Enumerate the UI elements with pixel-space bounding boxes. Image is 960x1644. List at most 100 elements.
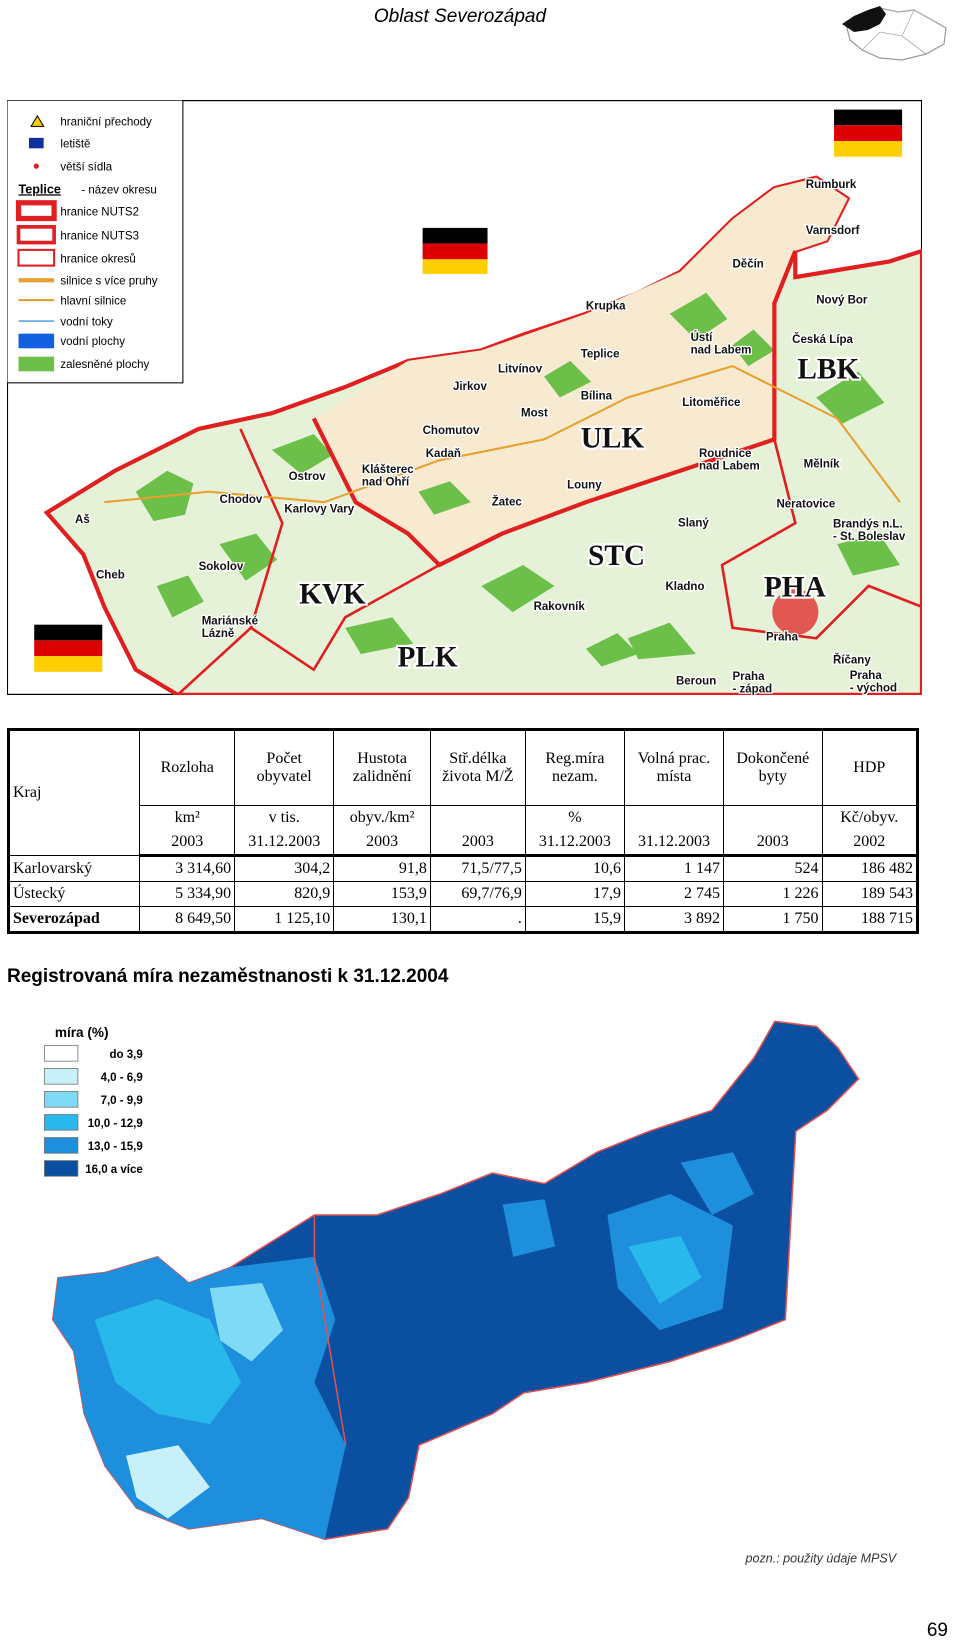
table-cell: Volná prac. místa: [623, 729, 725, 806]
place-label: nad Labem: [691, 345, 752, 357]
place-label: Litoměřice: [682, 397, 740, 409]
legend-label: letiště: [60, 138, 90, 150]
legend-label: zalesněné plochy: [60, 359, 149, 371]
legend-label: hraniční přechody: [60, 116, 152, 128]
table-cell: Severozápad: [7, 906, 141, 933]
legend-label: - název okresu: [81, 184, 156, 196]
place-label: Nový Bor: [816, 294, 868, 306]
place-label: Praha: [766, 631, 799, 643]
legend-title: míra (%): [55, 1025, 109, 1040]
legend-label: 10,0 - 12,9: [88, 1118, 143, 1130]
table-cell: 820,9: [234, 881, 335, 907]
table-cell: [623, 805, 725, 830]
table-row: Severozápad 8 649,50 1 125,10 130,1. 15,9 3 8…: [7, 906, 919, 933]
table-cell: 71,5/77,5: [429, 855, 526, 882]
table-cell: 2003: [333, 830, 431, 857]
place-label: Žatec: [492, 495, 523, 508]
section-title: Registrovaná míra nezaměstnanosti k 31.1…: [7, 966, 449, 987]
place-label: Roudnice: [699, 448, 751, 460]
place-label: Mělník: [804, 459, 840, 471]
legend-label: hranice NUTS2: [60, 206, 139, 218]
legend-label: 7,0 - 9,9: [101, 1095, 143, 1107]
legend-swatch: [43, 1137, 79, 1154]
legend-label: 13,0 - 15,9: [88, 1141, 143, 1153]
place-label: Jirkov: [453, 381, 487, 393]
table-cell: 1 147: [623, 855, 725, 882]
legend-example: Teplice: [19, 182, 61, 196]
legend-label: větší sídla: [60, 161, 112, 173]
legend-label: vodní toky: [60, 316, 113, 328]
place-label: Brandýs n.L.: [833, 518, 903, 530]
place-label: Beroun: [676, 675, 716, 687]
place-label: Cheb: [96, 570, 125, 582]
legend-label: vodní plochy: [60, 336, 125, 348]
legend-symbol: [30, 114, 45, 127]
table-cell: 2 745: [623, 881, 725, 907]
place-label: Kladno: [666, 581, 705, 593]
place-label: nad Ohří: [362, 476, 410, 488]
legend-label: hranice NUTS3: [60, 230, 139, 242]
place-label: PHA: [764, 571, 826, 603]
table-row: km² v tis. obyv./km²% Kč/obyv.: [9, 805, 919, 830]
table-cell: km²: [139, 805, 236, 830]
legend-label: hranice okresů: [60, 253, 135, 265]
place-label: - východ: [850, 683, 897, 695]
table-cell: 10,6: [524, 855, 625, 882]
place-label: STC: [588, 540, 645, 572]
place-label: - St. Boleslav: [833, 531, 906, 543]
table-cell: [723, 805, 823, 830]
table-cell: 2002: [821, 830, 919, 857]
table-row: Ústecký 5 334,90 820,9 153,9 69,7/76,9 17,9 2 …: [7, 881, 919, 907]
table-cell: 153,9: [333, 881, 431, 907]
place-label: Bílina: [581, 391, 613, 403]
place-label: Praha: [733, 671, 766, 683]
place-label: Aš: [75, 514, 90, 526]
place-label: Říčany: [833, 653, 871, 666]
place-label: Ostrov: [289, 471, 327, 483]
unemployment-map: míra (%)do 3,9 4,0 - 6,9 7,0 - 9,9 10,0 - 1…: [43, 1020, 898, 1565]
table-cell: 188 715: [821, 906, 919, 933]
table-cell: 189 543: [821, 881, 919, 907]
page-number: 69: [926, 1620, 948, 1641]
table-cell: Dokončené byty: [723, 729, 823, 806]
table-cell: 31.12.2003: [623, 830, 725, 857]
table-cell: Reg.míra nezam.: [524, 729, 625, 806]
map-note: pozn.: použity údaje MPSV: [745, 1551, 898, 1565]
flags: [34, 109, 903, 672]
table-cell: 31.12.2003: [234, 830, 335, 857]
table-cell: 3 892: [623, 906, 725, 933]
table-cell: 5 334,90: [139, 881, 236, 907]
place-label: Česká Lípa: [792, 333, 853, 346]
region-map: hraniční přechody letiště větší sídla Tepli…: [7, 100, 922, 695]
place-label: Kadaň: [426, 448, 461, 460]
place-label: Most: [521, 407, 548, 419]
place-label: Sokolov: [199, 561, 244, 573]
table-cell: 1 226: [723, 881, 823, 907]
place-label: Ústí: [691, 331, 714, 344]
place-label: Louny: [567, 480, 602, 492]
data-table: Kraj Rozloha Počet obyvatel Hustota zalidně…: [7, 728, 919, 934]
legend-swatch: [43, 1114, 79, 1131]
table-cell: .: [429, 906, 526, 933]
table-row: Kraj Rozloha Počet obyvatel Hustota zalidně…: [7, 729, 919, 856]
place-label: LBK: [797, 354, 859, 386]
place-label: ULK: [581, 423, 645, 455]
place-label: PLK: [397, 642, 457, 674]
table-cell: 8 649,50: [139, 906, 236, 933]
table-cell: 524: [723, 855, 823, 882]
legend-label: hlavní silnice: [60, 295, 126, 307]
place-label: Karlovy Vary: [284, 504, 354, 516]
place-label: Rakovník: [534, 601, 586, 613]
place-label: Krupka: [586, 301, 626, 313]
legend-symbol: [16, 225, 56, 245]
place-label: nad Labem: [699, 461, 760, 473]
table-cell: 2003: [139, 830, 236, 857]
legend-swatch: [43, 1068, 79, 1085]
legend-symbol: [33, 163, 39, 169]
place-label: Chomutov: [423, 425, 480, 437]
table-cell: 91,8: [333, 855, 431, 882]
table-row: Karlovarský 3 314,60 304,2 91,8 71,5/77,5 10,…: [7, 855, 919, 882]
legend-label: do 3,9: [110, 1049, 143, 1061]
place-label: Lázně: [202, 628, 235, 640]
